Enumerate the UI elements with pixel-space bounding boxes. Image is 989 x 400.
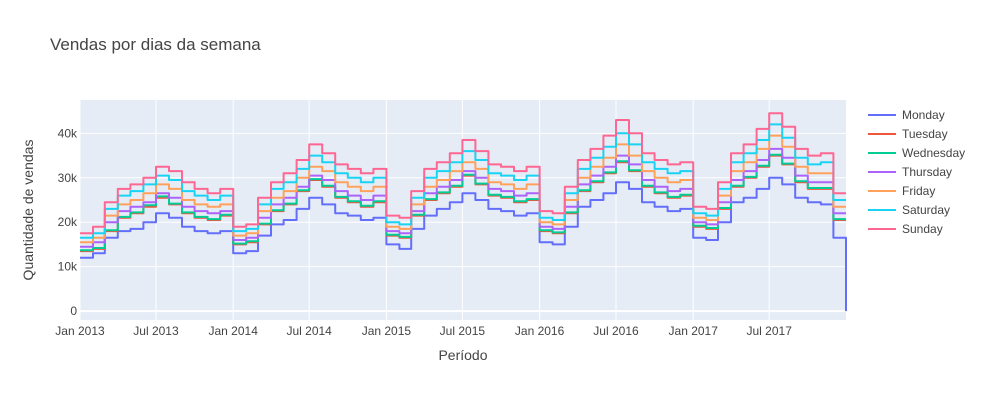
legend-label-monday[interactable]: Monday	[902, 108, 945, 122]
x-tick-label: Jan 2013	[55, 324, 105, 338]
x-tick-label: Jul 2017	[747, 324, 793, 338]
chart-title: Vendas por dias da semana	[50, 35, 261, 54]
y-axis-ticks: 0 10k 20k 30k 40k	[58, 126, 78, 318]
x-tick-label: Jan 2014	[209, 324, 259, 338]
y-tick-label: 40k	[58, 126, 78, 140]
y-tick-label: 0	[70, 304, 77, 318]
y-tick-label: 20k	[58, 215, 78, 229]
legend-label-tuesday[interactable]: Tuesday	[902, 127, 948, 141]
series-line-wednesday[interactable]	[80, 153, 846, 252]
x-tick-label: Jan 2017	[669, 324, 719, 338]
y-tick-label: 10k	[58, 260, 78, 274]
legend-label-thursday[interactable]: Thursday	[902, 165, 952, 179]
series-line-thursday[interactable]	[80, 147, 846, 248]
x-tick-label: Jul 2016	[593, 324, 639, 338]
x-axis-ticks: Jan 2013 Jul 2013 Jan 2014 Jul 2014 Jan 2015…	[55, 324, 792, 338]
series-line-friday[interactable]	[80, 134, 846, 244]
x-tick-label: Jul 2015	[440, 324, 486, 338]
x-tick-label: Jan 2015	[362, 324, 412, 338]
x-tick-label: Jan 2016	[515, 324, 565, 338]
x-tick-label: Jul 2014	[286, 324, 332, 338]
legend-label-wednesday[interactable]: Wednesday	[902, 146, 965, 160]
y-tick-label: 30k	[58, 171, 78, 185]
legend-label-friday[interactable]: Friday	[902, 184, 935, 198]
y-axis-title: Quantidade de vendas	[20, 140, 36, 281]
series-line-saturday[interactable]	[80, 123, 846, 239]
series-line-sunday[interactable]	[80, 112, 846, 235]
legend-label-sunday[interactable]: Sunday	[902, 222, 943, 236]
x-tick-label: Jul 2013	[133, 324, 179, 338]
legend: Monday Tuesday Wednesday Thursday Friday Satu…	[868, 108, 965, 236]
series-lines	[80, 112, 847, 312]
x-axis-title: Período	[438, 347, 487, 363]
legend-label-saturday[interactable]: Saturday	[902, 203, 950, 217]
